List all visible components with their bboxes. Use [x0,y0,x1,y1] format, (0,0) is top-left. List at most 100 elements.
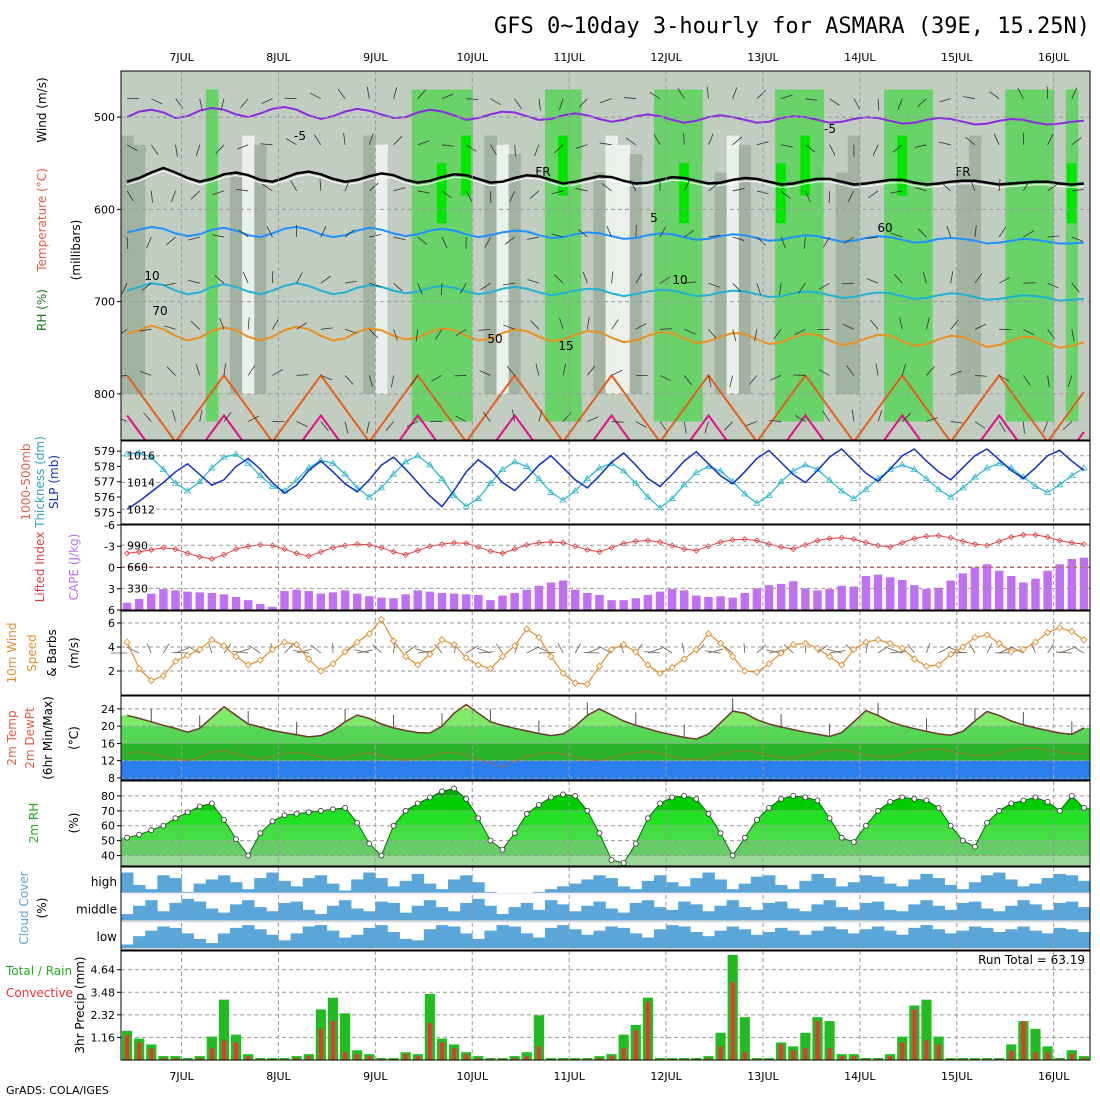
rh-marker [863,822,869,829]
contour-label: 50 [487,332,502,346]
rh-marker [281,812,288,819]
rh-column [859,144,873,394]
rh-saturated-cell [1066,163,1077,224]
dewpoint-line [127,747,1084,768]
wind-barb [611,319,619,330]
cape-bar [461,594,471,610]
cloud-bar [593,901,606,923]
cloud-bar [956,889,970,895]
wind-barb [410,375,419,386]
wind-barb [313,134,322,146]
wind-barb [479,370,491,376]
axis-label-slp: SLP (mb) [47,455,61,509]
lifted-index-marker [814,537,821,544]
cloud-bar [423,883,437,895]
thickness-marker [389,470,398,477]
cloud-bar [242,889,255,895]
lifted-index-marker [451,539,458,546]
contour-label: 10 [144,269,159,283]
cloud-bar [593,875,606,895]
cloud-bar [254,929,267,950]
rh-marker [935,804,942,811]
rh-marker [160,822,167,829]
thickness-marker [341,470,349,477]
cloud-bar [641,900,655,923]
wind-barb-10m [171,651,188,654]
cloud-bar [641,937,655,950]
temperature-line [126,703,1085,740]
wind-barb [163,325,176,330]
cloud-bar [811,930,824,950]
cloud-bar [993,872,1006,895]
rh-marker [499,846,506,853]
wind-barb [926,417,938,422]
cloud-bar [569,929,582,950]
wind-speed-marker [256,656,264,664]
wind-speed-marker [644,661,652,669]
wind-speed-marker [1007,648,1015,656]
wind-barb [530,320,540,330]
contour-label: 5 [650,211,658,225]
wind-speed-marker [801,639,809,648]
wind-barb [1047,183,1058,192]
rh-saturated-cell [897,135,907,196]
lifted-index-marker [1032,531,1039,538]
lifted-index-marker [669,542,676,549]
rh-marker [972,843,978,850]
wind-barb [708,282,720,288]
wind-barb [441,144,454,147]
cloud-bar [266,911,279,923]
cape-bar [183,591,192,610]
cape-bar [365,596,374,610]
precip-convective-bar [730,982,735,1060]
thickness-marker [474,494,483,501]
cloud-bar [484,905,497,923]
wind-barb [188,236,200,241]
contour-label: 70 [152,304,167,318]
thickness-marker [329,459,337,466]
cloud-bar [847,933,861,950]
wind-speed-marker [208,636,216,644]
lifted-index-marker [1020,531,1027,538]
rh-tick-label: 50 [101,835,115,848]
wind-barb [803,237,806,250]
time-label-bottom: 16JUL [1038,1070,1070,1083]
cloud-bar [569,911,582,923]
wind-barb [998,226,1007,238]
precip-convective-bar [464,1054,469,1060]
cape-bar [619,600,628,610]
wind-barb [559,317,564,330]
thickness-marker [1043,488,1052,495]
wind-speed-marker [620,640,628,649]
rh-column [775,89,788,422]
lifted-index-marker [390,548,397,555]
rh-marker [802,794,809,801]
rh-marker [996,807,1003,814]
axis-label-cloud: Cloud Cover [17,871,31,944]
cloud-bar [775,884,788,895]
precip-convective-bar [633,1030,638,1060]
cloud-bar [326,883,340,895]
wind-barb [344,179,350,192]
wind-barb [946,225,952,238]
rh-column [653,89,667,422]
precip-convective-bar [306,1056,311,1060]
precip-convective-bar [609,1056,614,1060]
pressure-tick-label: 500 [94,111,115,124]
precip-convective-bar [900,1042,905,1060]
wind-barb [369,182,379,192]
lifted-index-marker [608,544,615,551]
time-label-bottom: 13JUL [747,1070,779,1083]
rh-band [121,855,1090,866]
cloud-bar [557,925,570,950]
cape-bar [873,574,883,610]
lifted-index-marker [136,548,143,555]
cloud-bar [326,905,340,923]
pressure-tick-label: 700 [94,296,115,309]
wind-barb [199,409,203,422]
contour-label: -5 [824,122,836,136]
wind-barb [214,275,225,284]
cloud-bar [835,929,849,950]
wind-barb [369,329,379,339]
wind-barb [993,133,1000,145]
